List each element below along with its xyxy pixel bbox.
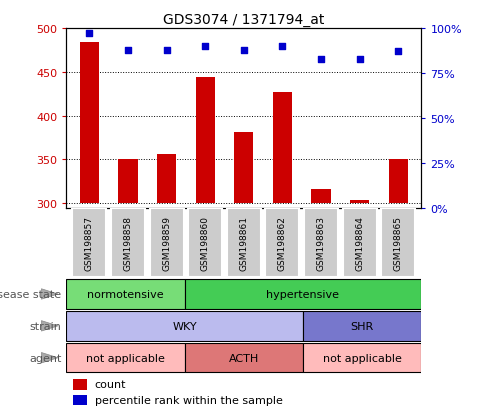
- Bar: [74, 379, 87, 389]
- Point: [201, 43, 209, 50]
- Text: hypertensive: hypertensive: [267, 289, 340, 299]
- Bar: [157, 155, 176, 204]
- FancyBboxPatch shape: [66, 280, 185, 309]
- Text: percentile rank within the sample: percentile rank within the sample: [95, 395, 282, 405]
- Polygon shape: [41, 289, 58, 299]
- Text: not applicable: not applicable: [323, 353, 402, 363]
- Text: ACTH: ACTH: [229, 353, 259, 363]
- FancyBboxPatch shape: [111, 209, 145, 278]
- Text: SHR: SHR: [350, 321, 374, 331]
- Polygon shape: [41, 353, 58, 363]
- Text: WKY: WKY: [172, 321, 197, 331]
- Text: agent: agent: [29, 353, 61, 363]
- Point: [278, 43, 286, 50]
- Point: [124, 47, 132, 54]
- FancyBboxPatch shape: [185, 343, 303, 373]
- Point: [317, 56, 325, 63]
- Text: GSM198863: GSM198863: [317, 216, 325, 271]
- Bar: [234, 133, 253, 204]
- FancyBboxPatch shape: [149, 209, 184, 278]
- Point: [163, 47, 171, 54]
- FancyBboxPatch shape: [304, 209, 338, 278]
- Text: count: count: [95, 379, 126, 389]
- FancyBboxPatch shape: [66, 343, 185, 373]
- Text: GSM198865: GSM198865: [394, 216, 403, 271]
- Bar: [80, 43, 99, 204]
- Text: disease state: disease state: [0, 289, 61, 299]
- Bar: [196, 78, 215, 204]
- FancyBboxPatch shape: [266, 209, 299, 278]
- Title: GDS3074 / 1371794_at: GDS3074 / 1371794_at: [163, 12, 324, 26]
- Text: GSM198859: GSM198859: [162, 216, 171, 271]
- Bar: [389, 159, 408, 204]
- FancyBboxPatch shape: [227, 209, 261, 278]
- Text: GSM198860: GSM198860: [201, 216, 210, 271]
- FancyBboxPatch shape: [303, 311, 421, 341]
- Text: GSM198857: GSM198857: [85, 216, 94, 271]
- Bar: [118, 159, 138, 204]
- Point: [356, 56, 364, 63]
- Bar: [311, 190, 331, 204]
- FancyBboxPatch shape: [73, 209, 106, 278]
- Text: GSM198858: GSM198858: [123, 216, 132, 271]
- Text: GSM198861: GSM198861: [239, 216, 248, 271]
- Text: GSM198862: GSM198862: [278, 216, 287, 271]
- FancyBboxPatch shape: [343, 209, 377, 278]
- Text: normotensive: normotensive: [87, 289, 164, 299]
- Text: not applicable: not applicable: [86, 353, 165, 363]
- Bar: [350, 200, 369, 204]
- FancyBboxPatch shape: [66, 311, 303, 341]
- Point: [85, 31, 93, 38]
- Polygon shape: [41, 321, 58, 331]
- Point: [394, 49, 402, 55]
- FancyBboxPatch shape: [188, 209, 222, 278]
- Text: GSM198864: GSM198864: [355, 216, 364, 271]
- Bar: [74, 395, 87, 406]
- FancyBboxPatch shape: [303, 343, 421, 373]
- Point: [240, 47, 247, 54]
- Text: strain: strain: [29, 321, 61, 331]
- FancyBboxPatch shape: [185, 280, 421, 309]
- FancyBboxPatch shape: [381, 209, 415, 278]
- Bar: [273, 93, 292, 204]
